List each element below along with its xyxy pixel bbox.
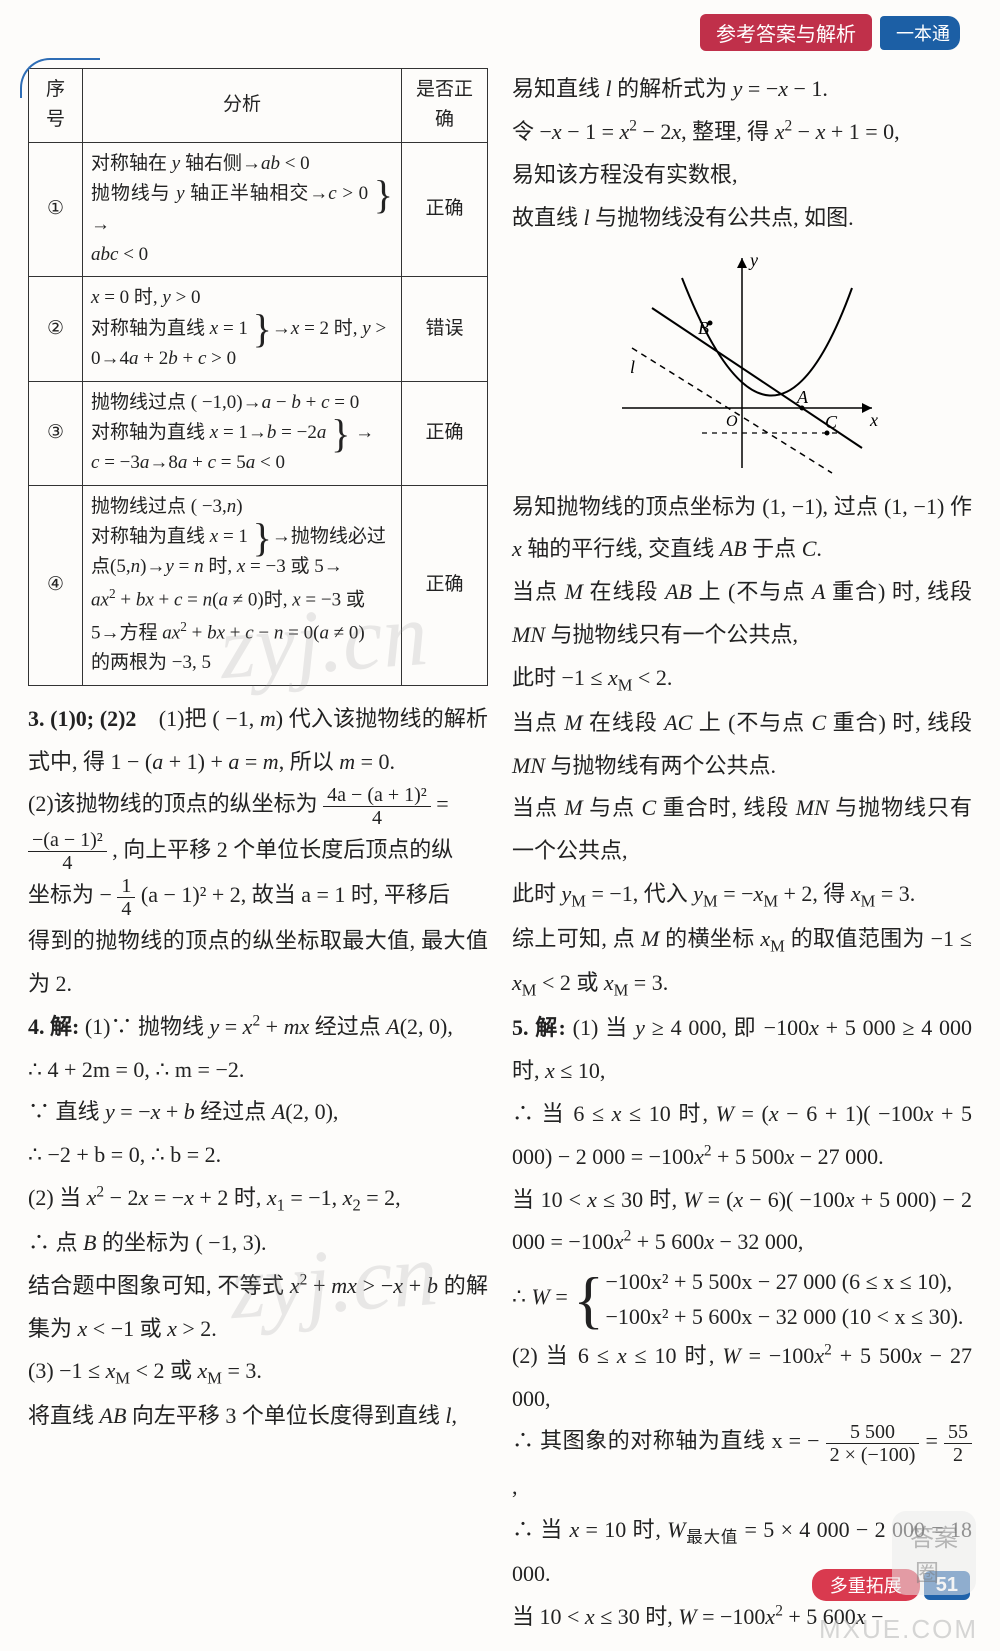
p4g: 结合题中图象可知, 不等式 x2 + mx > −x + b 的解集为 x < … bbox=[28, 1265, 488, 1351]
cell-analysis: 抛物线过点 ( −3,n) 对称轴为直线 x = 1 }→抛物线必过 点(5,n… bbox=[83, 485, 402, 685]
r4: 故直线 l 与抛物线没有公共点, 如图. bbox=[512, 197, 972, 240]
svg-text:O: O bbox=[726, 413, 738, 430]
header-brand: 一本通 bbox=[880, 16, 960, 50]
p4a: 4. 解: (1)∵ 抛物线 y = x2 + mx 经过点 A(2, 0), bbox=[28, 1006, 488, 1049]
p3c: −(a − 1)²4 , 向上平移 2 个单位长度后顶点的纵 bbox=[28, 829, 488, 874]
r6: 当点 M 在线段 AB 上 (不与点 A 重合) 时, 线段 MN 与抛物线只有… bbox=[512, 571, 972, 657]
cell-num: ① bbox=[29, 142, 83, 277]
r3: 易知该方程没有实数根, bbox=[512, 154, 972, 197]
r1: 易知直线 l 的解析式为 y = −x − 1. bbox=[512, 68, 972, 111]
header-curve bbox=[20, 58, 100, 98]
cell-analysis: x = 0 时, y > 0 对称轴为直线 x = 1 }→x = 2 时, y… bbox=[83, 277, 402, 381]
table-row: ③ 抛物线过点 ( −1,0)→a − b + c = 0 对称轴为直线 x =… bbox=[29, 381, 488, 485]
analysis-table: 序号 分析 是否正确 ① 对称轴在 y 轴右侧→ab < 0 抛物线与 y 轴正… bbox=[28, 68, 488, 686]
cell-result: 正确 bbox=[402, 142, 488, 277]
answer-badge: 答案圈 bbox=[892, 1511, 976, 1595]
p5a: 5. 解: (1) 当 y ≥ 4 000, 即 −100x + 5 000 ≥… bbox=[512, 1007, 972, 1093]
cell-result: 正确 bbox=[402, 381, 488, 485]
p3e: 得到的抛物线的顶点的纵坐标取最大值, 最大值为 2. bbox=[28, 920, 488, 1006]
cell-analysis: 抛物线过点 ( −1,0)→a − b + c = 0 对称轴为直线 x = 1… bbox=[83, 381, 402, 485]
p3b: (2)该抛物线的顶点的纵坐标为 4a − (a + 1)²4 = bbox=[28, 783, 488, 828]
svg-text:C: C bbox=[825, 412, 838, 432]
r8: 当点 M 在线段 AC 上 (不与点 C 重合) 时, 线段 MN 与抛物线有两… bbox=[512, 702, 972, 788]
content-columns: 序号 分析 是否正确 ① 对称轴在 y 轴右侧→ab < 0 抛物线与 y 轴正… bbox=[0, 60, 1000, 1639]
p4i: 将直线 AB 向左平移 3 个单位长度得到直线 l, bbox=[28, 1395, 488, 1438]
th-analysis: 分析 bbox=[83, 69, 402, 143]
p4f: ∴ 点 B 的坐标为 ( −1, 3). bbox=[28, 1222, 488, 1265]
r11: 综上可知, 点 M 的横坐标 xM 的取值范围为 −1 ≤ xM < 2 或 x… bbox=[512, 918, 972, 1007]
p4c: ∵ 直线 y = −x + b 经过点 A(2, 0), bbox=[28, 1091, 488, 1134]
p5b: ∴ 当 6 ≤ x ≤ 10 时, W = (x − 6 + 1)( −100x… bbox=[512, 1093, 972, 1179]
cell-result: 正确 bbox=[402, 485, 488, 685]
svg-text:A: A bbox=[796, 387, 809, 407]
page: 参考答案与解析 一本通 序号 分析 是否正确 ① 对称轴在 y 轴右侧→ab <… bbox=[0, 0, 1000, 1651]
table-row: ④ 抛物线过点 ( −3,n) 对称轴为直线 x = 1 }→抛物线必过 点(5… bbox=[29, 485, 488, 685]
right-column: 易知直线 l 的解析式为 y = −x − 1. 令 −x − 1 = x2 −… bbox=[512, 68, 972, 1639]
r7: 此时 −1 ≤ xM < 2. bbox=[512, 657, 972, 702]
svg-text:B: B bbox=[698, 318, 709, 338]
p4d: ∴ −2 + b = 0, ∴ b = 2. bbox=[28, 1134, 488, 1177]
svg-text:l: l bbox=[630, 357, 635, 377]
p5e: (2) 当 6 ≤ x ≤ 10 时, W = −100x2 + 5 500x … bbox=[512, 1335, 972, 1421]
p3a: 3. (1)0; (2)2 (1)把 ( −1, m) 代入该抛物线的解析式中,… bbox=[28, 698, 488, 784]
cell-result: 错误 bbox=[402, 277, 488, 381]
left-column: 序号 分析 是否正确 ① 对称轴在 y 轴右侧→ab < 0 抛物线与 y 轴正… bbox=[28, 68, 488, 1639]
cell-analysis: 对称轴在 y 轴右侧→ab < 0 抛物线与 y 轴正半轴相交→c > 0 } … bbox=[83, 142, 402, 277]
r5: 易知抛物线的顶点坐标为 (1, −1), 过点 (1, −1) 作 x 轴的平行… bbox=[512, 486, 972, 572]
table-row: ② x = 0 时, y > 0 对称轴为直线 x = 1 }→x = 2 时,… bbox=[29, 277, 488, 381]
p4b: ∴ 4 + 2m = 0, ∴ m = −2. bbox=[28, 1049, 488, 1092]
p5f: ∴ 其图象的对称轴为直线 x = − 5 5002 × (−100) = 552… bbox=[512, 1420, 972, 1508]
p4h: (3) −1 ≤ xM < 2 或 xM = 3. bbox=[28, 1350, 488, 1395]
p4e: (2) 当 x2 − 2x = −x + 2 时, x1 = −1, x2 = … bbox=[28, 1177, 488, 1222]
page-header: 参考答案与解析 一本通 bbox=[0, 0, 1000, 60]
p5d: ∴ W = { −100x² + 5 500x − 27 000 (6 ≤ x … bbox=[512, 1264, 972, 1334]
header-title: 参考答案与解析 bbox=[700, 14, 872, 51]
p5c: 当 10 < x ≤ 30 时, W = (x − 6)( −100x + 5 … bbox=[512, 1179, 972, 1265]
svg-text:y: y bbox=[748, 250, 758, 270]
parabola-graph: x y O B A C l bbox=[602, 248, 882, 478]
th-result: 是否正确 bbox=[402, 69, 488, 143]
r9: 当点 M 与点 C 重合时, 线段 MN 与抛物线只有一个公共点, bbox=[512, 787, 972, 873]
table-row: ① 对称轴在 y 轴右侧→ab < 0 抛物线与 y 轴正半轴相交→c > 0 … bbox=[29, 142, 488, 277]
bottom-watermark: MXUE.COM bbox=[819, 1614, 978, 1645]
svg-text:x: x bbox=[869, 410, 878, 430]
cell-num: ③ bbox=[29, 381, 83, 485]
r10: 此时 yM = −1, 代入 yM = −xM + 2, 得 xM = 3. bbox=[512, 873, 972, 918]
cell-num: ④ bbox=[29, 485, 83, 685]
p3d: 坐标为 − 14 (a − 1)² + 2, 故当 a = 1 时, 平移后 bbox=[28, 874, 488, 919]
cell-num: ② bbox=[29, 277, 83, 381]
r2: 令 −x − 1 = x2 − 2x, 整理, 得 x2 − x + 1 = 0… bbox=[512, 111, 972, 154]
